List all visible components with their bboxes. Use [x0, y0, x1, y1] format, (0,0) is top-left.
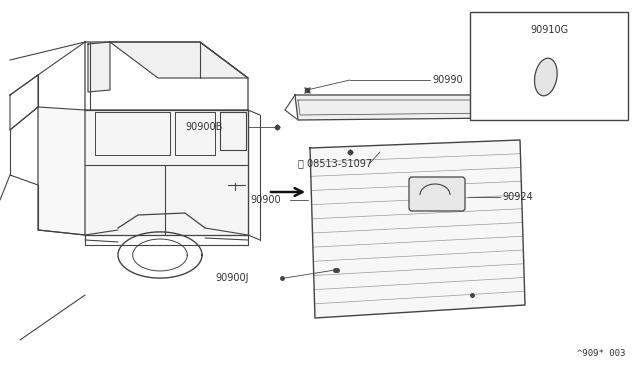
Text: ^909* 003: ^909* 003 — [577, 349, 625, 358]
Bar — [470, 12, 628, 120]
Polygon shape — [88, 42, 110, 92]
Text: 90900B: 90900B — [185, 122, 222, 132]
FancyBboxPatch shape — [409, 177, 465, 211]
Polygon shape — [38, 107, 85, 235]
Polygon shape — [85, 110, 248, 235]
Text: 90900: 90900 — [250, 195, 280, 205]
Text: 90990: 90990 — [432, 75, 463, 85]
Text: 90900J: 90900J — [215, 273, 248, 283]
Polygon shape — [110, 42, 248, 78]
Ellipse shape — [534, 58, 557, 96]
Text: 90924: 90924 — [502, 192, 532, 202]
Text: Ⓢ 08513-51097: Ⓢ 08513-51097 — [298, 158, 372, 168]
Text: 90910G: 90910G — [530, 25, 568, 35]
Polygon shape — [295, 95, 500, 120]
Polygon shape — [310, 140, 525, 318]
Text: 90915: 90915 — [465, 100, 496, 110]
